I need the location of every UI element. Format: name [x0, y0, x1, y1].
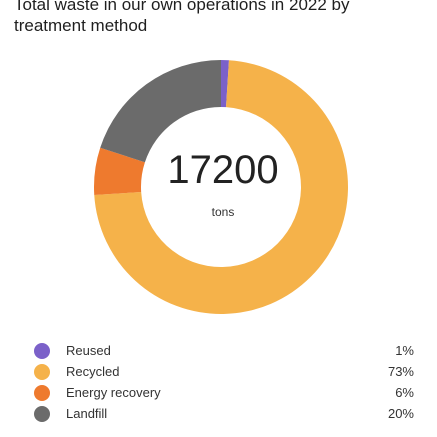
legend-swatch [34, 384, 50, 401]
legend-value: 73% [387, 364, 414, 379]
center-unit-label: tons [212, 205, 235, 219]
donut-slice-reused [221, 60, 229, 108]
legend-item: Reused 1% [34, 340, 414, 361]
donut-slices [93, 60, 349, 314]
donut-slice-recycled [94, 60, 349, 314]
legend-item: Landfill 20% [34, 403, 414, 424]
chart-legend: Reused 1% Recycled 73% Energy recovery 6% Land… [34, 340, 414, 424]
legend-label: Energy recovery [66, 385, 161, 400]
legend-swatch [34, 342, 50, 359]
center-total-value: 17200 [167, 148, 278, 192]
legend-swatch [34, 363, 50, 380]
chart-title: Total waste in our own operations in 202… [14, 0, 350, 35]
donut-slice-landfill [100, 60, 221, 163]
donut-slice-energy-recovery [93, 147, 145, 195]
legend-swatch [34, 405, 50, 422]
legend-label: Reused [66, 343, 111, 358]
legend-item: Energy recovery 6% [34, 382, 414, 403]
legend-item: Recycled 73% [34, 361, 414, 382]
legend-label: Recycled [66, 364, 120, 379]
legend-label: Landfill [66, 406, 108, 421]
legend-value: 1% [395, 343, 414, 358]
legend-value: 20% [387, 406, 414, 421]
legend-value: 6% [395, 385, 414, 400]
